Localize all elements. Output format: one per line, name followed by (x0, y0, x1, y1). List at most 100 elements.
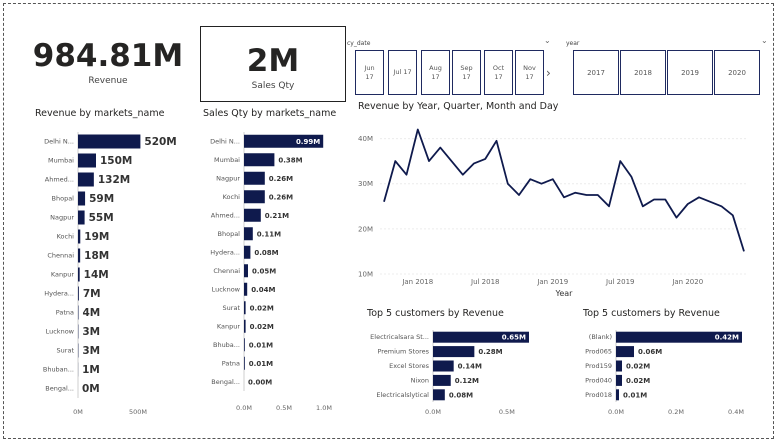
cy-date-tile[interactable]: Nov 17 (515, 50, 544, 95)
sales-market-bar (244, 227, 253, 241)
sales-market-category-label: Mumbai (214, 156, 240, 164)
cy-date-tile-year: 17 (431, 72, 440, 81)
cy-date-tile-month: Jul 17 (393, 68, 412, 76)
sales-market-value-label: 0.21M (265, 212, 289, 220)
cy-date-tile[interactable]: Sep 17 (452, 50, 481, 95)
sales-market-category-label: Surat (223, 304, 241, 312)
sales-market-bar (244, 190, 265, 204)
sales-qty-kpi-value: 2M (246, 43, 300, 79)
top-customers-1-value-label: 0.28M (478, 348, 502, 356)
top-customers-title-2: Top 5 customers by Revenue (583, 308, 720, 319)
revenue-market-bar (78, 172, 94, 187)
top-customers-1-bar (433, 331, 529, 343)
revenue-trend-x-tick: Jan 2020 (671, 278, 703, 286)
cy-date-tile-year: 17 (462, 72, 471, 81)
top-customers-title-1: Top 5 customers by Revenue (367, 308, 504, 319)
revenue-market-value-label: 3M (82, 345, 100, 357)
revenue-market-value-label: 7M (83, 288, 101, 300)
sales-market-category-label: Bengal... (211, 378, 240, 386)
cy-date-tile-month: Jun (364, 63, 375, 72)
sales-market-category-label: Delhi N... (210, 137, 240, 145)
sales-market-bar (244, 208, 261, 222)
revenue-kpi-card: 984.81M Revenue (28, 36, 188, 96)
top-customers-2-category-label: Prod018 (585, 391, 612, 399)
top-customers-2-category-label: Prod065 (585, 348, 612, 356)
sales-market-category-label: Kanpur (217, 322, 240, 330)
sales-market-bar (244, 153, 275, 167)
sales-qty-kpi-card[interactable]: 2M Sales Qty (200, 26, 346, 102)
cy-date-tile-year: 17 (365, 72, 374, 81)
sales-market-category-label: Lucknow (212, 285, 241, 293)
cy-date-tile[interactable]: Jul 17 (388, 50, 417, 95)
year-tile[interactable]: 2018 (620, 50, 666, 95)
revenue-market-category-label: Bhuban... (43, 366, 74, 374)
top-customers-2-bar (616, 374, 622, 386)
sales-market-bar (244, 282, 248, 296)
revenue-market-bar (78, 248, 81, 263)
sales-market-value-label: 0.38M (278, 156, 302, 164)
top-customers-1-bar (433, 389, 445, 401)
top-customers-1-category-label: Electricalslytical (376, 391, 429, 399)
revenue-market-bar (78, 191, 86, 206)
revenue-market-value-label: 4M (82, 307, 100, 319)
revenue-market-value-label: 132M (98, 174, 130, 186)
sales-market-value-label: 0.02M (250, 323, 274, 331)
sales-market-tick-label: 0.0M (236, 404, 252, 412)
cy-date-tile-year: 17 (494, 72, 503, 81)
cy-date-tile-month: Aug (429, 63, 442, 72)
sales-market-category-label: Patna (222, 359, 240, 367)
sales-market-category-label: Nagpur (216, 174, 240, 182)
revenue-market-value-label: 3M (82, 326, 100, 338)
sales-market-category-label: Bhopal (218, 230, 241, 238)
sales-market-category-label: Hydera... (210, 248, 240, 256)
revenue-trend-x-tick: Jan 2018 (401, 278, 433, 286)
year-slicer-dropdown-icon[interactable]: ⌄ (761, 36, 768, 45)
sales-market-value-label: 0.01M (249, 360, 273, 368)
year-slicer-label: year (566, 40, 580, 47)
revenue-trend-title: Revenue by Year, Quarter, Month and Day (358, 101, 559, 112)
revenue-market-bar (78, 134, 141, 149)
revenue-trend-y-tick: 30M (358, 180, 373, 188)
top-customers-1-category-label: Premium Stores (377, 348, 429, 356)
top-customers-2-value-label: 0.06M (638, 348, 662, 356)
revenue-market-category-label: Lucknow (46, 328, 75, 336)
sales-market-category-label: Bhuba... (213, 341, 240, 349)
top-customers-2-tick-label: 0.4M (728, 408, 744, 416)
chevron-right-icon[interactable]: › (546, 66, 551, 80)
revenue-market-value-label: 1M (82, 364, 100, 376)
top-customers-1-value-label: 0.65M (502, 334, 526, 342)
year-tile[interactable]: 2020 (714, 50, 760, 95)
cy-date-slicer-dropdown-icon[interactable]: ⌄ (544, 36, 551, 45)
sales-market-value-label: 0.99M (296, 138, 320, 146)
top-customers-1-value-label: 0.14M (458, 363, 482, 371)
sales-market-bar (244, 319, 246, 333)
sales-market-tick-label: 0.5M (276, 404, 292, 412)
top-customers-1-bar (433, 360, 454, 372)
year-tile[interactable]: 2019 (667, 50, 713, 95)
revenue-market-value-label: 14M (84, 269, 109, 281)
dashboard-frame (3, 3, 774, 439)
sales-market-bar (244, 301, 246, 315)
cy-date-tile[interactable]: Aug 17 (421, 50, 450, 95)
top-customers-1-bar (433, 346, 475, 358)
revenue-market-category-label: Bhopal (52, 195, 75, 203)
revenue-by-market-title: Revenue by markets_name (35, 108, 165, 119)
sales-market-value-label: 0.08M (254, 249, 278, 257)
sales-by-market-title: Sales Qty by markets_name (203, 108, 337, 119)
revenue-market-bar (78, 267, 80, 282)
sales-market-tick-label: 1.0M (316, 404, 332, 412)
revenue-market-tick-label: 0M (73, 408, 83, 416)
cy-date-tile-month: Nov (523, 63, 536, 72)
revenue-trend-x-axis-title: Year (555, 289, 574, 298)
cy-date-tile-year: 17 (525, 72, 534, 81)
revenue-market-value-label: 19M (84, 231, 109, 243)
year-tile[interactable]: 2017 (573, 50, 619, 95)
cy-date-tile[interactable]: Jun 17 (355, 50, 384, 95)
top-customers-2-value-label: 0.42M (715, 334, 739, 342)
revenue-market-category-label: Ahmed... (45, 176, 74, 184)
sales-market-value-label: 0.02M (250, 304, 274, 312)
top-customers-1-tick-label: 0.5M (499, 408, 515, 416)
cy-date-tile[interactable]: Oct 17 (484, 50, 513, 95)
top-customers-2-value-label: 0.01M (623, 391, 647, 399)
